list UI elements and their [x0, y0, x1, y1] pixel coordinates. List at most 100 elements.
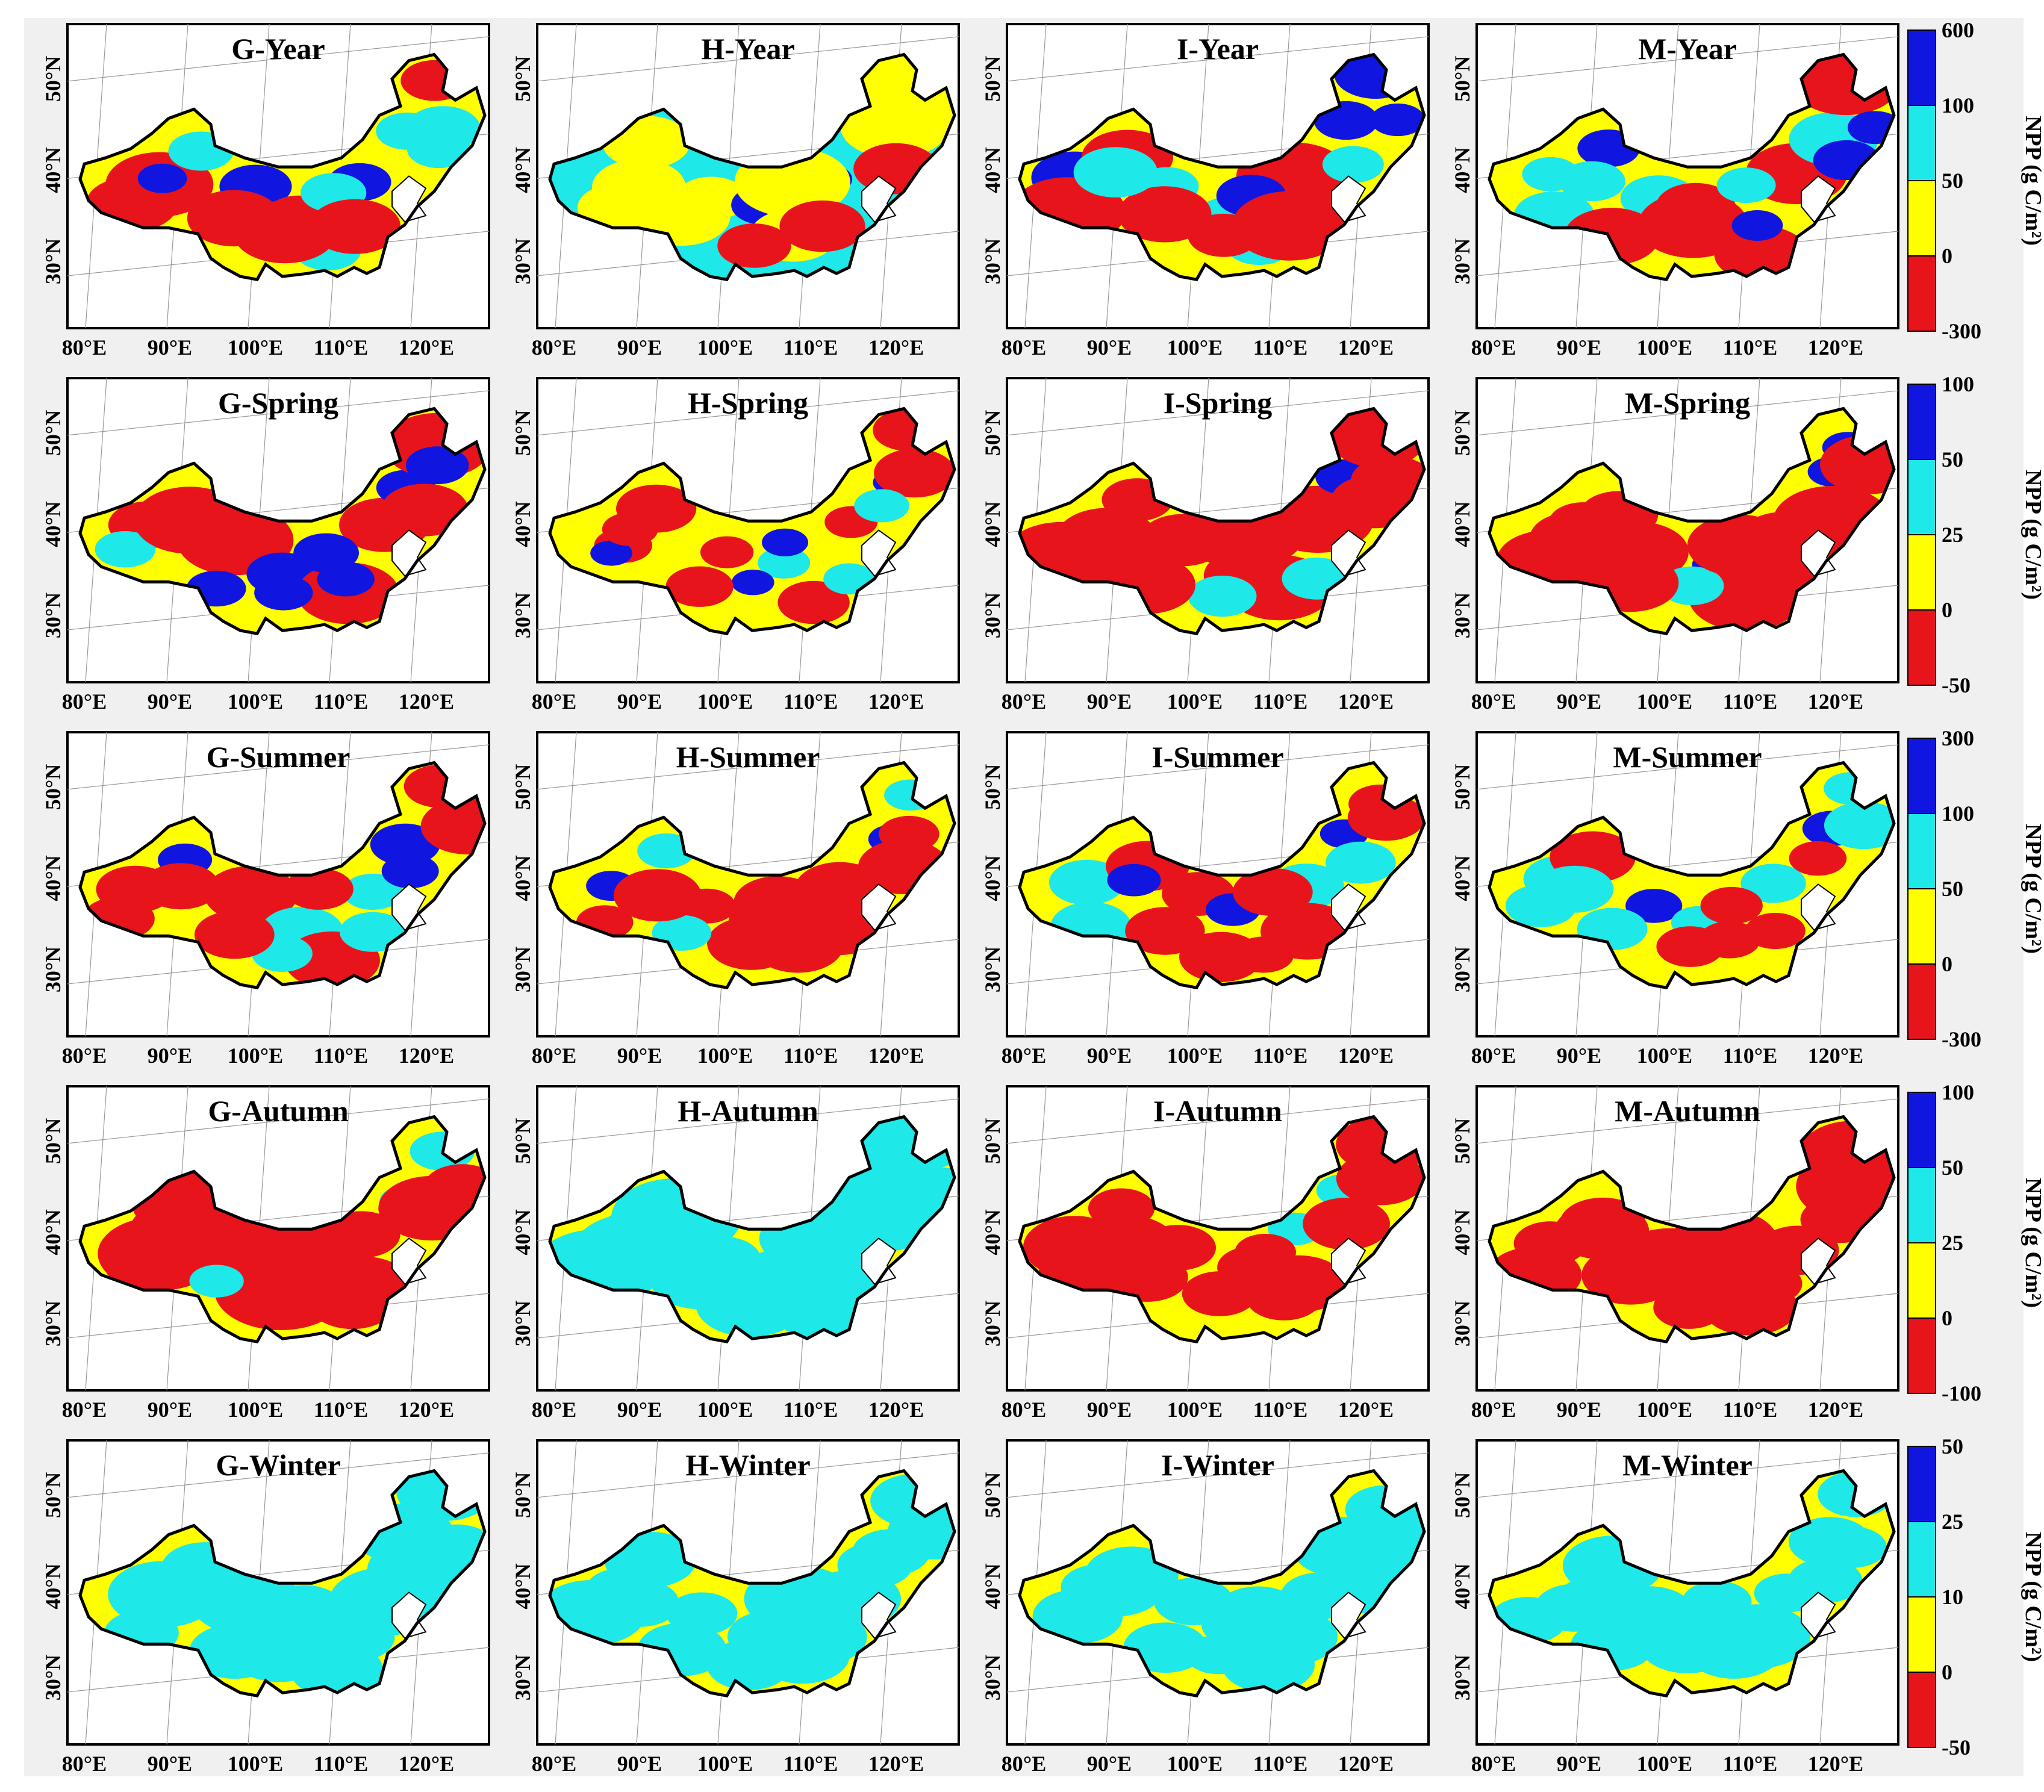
lon-label: 90°E — [617, 1044, 662, 1068]
lat-label: 30°N — [511, 593, 535, 638]
npp-class-patch — [851, 1205, 927, 1251]
colorbar-tick: 0 — [1942, 952, 1952, 976]
lat-label: 50°N — [41, 56, 65, 102]
colorbar-segment — [1907, 1167, 1936, 1243]
lat-label: 40°N — [41, 1209, 65, 1255]
npp-class-patch — [1056, 508, 1158, 569]
npp-class-patch — [1703, 1604, 1811, 1669]
lon-label: 90°E — [617, 335, 662, 359]
parallel-line — [67, 1098, 490, 1144]
lon-label: 100°E — [228, 1398, 283, 1422]
npp-class-patch — [1322, 146, 1384, 183]
lon-label: 110°E — [1723, 1398, 1777, 1422]
lon-label: 110°E — [784, 1044, 838, 1068]
lat-label: 50°N — [41, 1118, 65, 1164]
lon-label: 120°E — [1808, 689, 1863, 714]
colorbar-tick: 0 — [1942, 598, 1952, 622]
npp-class-patch — [1625, 889, 1683, 923]
lon-label: 80°E — [1471, 689, 1516, 714]
lon-label: 100°E — [228, 335, 283, 359]
npp-class-patch — [707, 916, 796, 970]
npp-class-patch — [613, 869, 702, 922]
lon-label: 90°E — [1087, 1752, 1132, 1776]
lon-label: 120°E — [868, 1044, 924, 1068]
parallel-line — [537, 1098, 959, 1144]
npp-class-patch — [1188, 576, 1257, 617]
npp-class-patch — [1740, 863, 1806, 903]
npp-class-patch — [420, 798, 485, 855]
lon-label: 100°E — [697, 1752, 753, 1776]
parallel-line — [1476, 1452, 1899, 1498]
map-panel-g-spring: G-Spring 50°N 40°N 30°N 80°E 90°E 100°E 110°E 12… — [41, 377, 490, 714]
bohai-sea — [1801, 175, 1836, 223]
panel-title: I-Spring — [1164, 386, 1273, 420]
panel-title: M-Winter — [1622, 1448, 1753, 1482]
npp-class-patch — [189, 1265, 244, 1298]
npp-class-patch — [1818, 1526, 1887, 1568]
region-boundary — [548, 1469, 956, 1697]
npp-class-patch — [381, 484, 469, 537]
npp-class-patch — [758, 547, 811, 579]
parallel-line — [1006, 744, 1429, 790]
bohai-sea — [1331, 1591, 1366, 1639]
lat-label: 50°N — [511, 1118, 535, 1164]
lat-label: 50°N — [41, 410, 65, 456]
npp-class-patch — [1326, 841, 1396, 884]
lat-label: 40°N — [41, 501, 65, 547]
lon-label: 110°E — [314, 689, 368, 714]
npp-class-patch — [602, 512, 658, 546]
npp-class-patch — [777, 1610, 867, 1664]
lat-label: 40°N — [980, 501, 1005, 547]
colorbar-segment — [1907, 888, 1936, 965]
npp-class-patch — [1581, 1246, 1680, 1305]
npp-class-patch — [1073, 1215, 1177, 1278]
lon-label: 90°E — [1087, 1398, 1132, 1422]
npp-class-patch — [1179, 932, 1263, 982]
bohai-sea — [1331, 883, 1366, 931]
panel-title: M-Year — [1638, 32, 1737, 66]
panel-title: I-Autumn — [1153, 1094, 1282, 1128]
lat-label: 40°N — [41, 855, 65, 901]
bohai-sea — [861, 175, 897, 223]
npp-class-patch — [204, 866, 298, 922]
npp-class-patch — [1125, 907, 1205, 955]
npp-class-patch — [1347, 794, 1424, 841]
lat-label: 40°N — [980, 855, 1005, 901]
npp-class-patch — [407, 129, 471, 169]
lon-label: 120°E — [868, 1752, 924, 1776]
lon-label: 80°E — [62, 689, 107, 714]
region-boundary — [548, 406, 956, 635]
lon-label: 100°E — [697, 1398, 753, 1422]
npp-class-patch — [1637, 191, 1748, 258]
npp-class-patch — [1788, 1558, 1863, 1603]
lon-label: 100°E — [1637, 1044, 1692, 1068]
npp-class-patch — [405, 446, 469, 485]
npp-class-patch — [108, 1561, 219, 1628]
colorbar-spring: 100 50 25 0 -50 NPP (g C/m²) — [1907, 372, 2044, 697]
bohai-sea — [1331, 1237, 1366, 1285]
bohai-sea — [391, 529, 427, 577]
colorbar-tick: 10 — [1942, 1585, 1963, 1609]
panel-title: H-Summer — [676, 740, 820, 774]
lat-label: 40°N — [511, 1209, 535, 1255]
lon-label: 100°E — [1167, 1398, 1223, 1422]
region-boundary — [78, 52, 487, 281]
colorbar-label: NPP (g C/m²) — [2021, 116, 2044, 246]
colorbar-summer: 300 100 50 0 -300 NPP (g C/m²) — [1907, 726, 2044, 1051]
lon-label: 110°E — [784, 335, 838, 359]
bohai-sea — [861, 529, 897, 577]
npp-class-patch — [777, 580, 850, 624]
lat-label: 50°N — [980, 1118, 1005, 1164]
parallel-line — [1006, 36, 1429, 82]
region-boundary — [1018, 761, 1426, 989]
lat-label: 50°N — [511, 410, 535, 456]
lat-label: 40°N — [1450, 147, 1474, 193]
lat-label: 30°N — [980, 593, 1005, 638]
colorbar-tick: 0 — [1942, 244, 1952, 268]
colorbar-segment — [1907, 1242, 1936, 1319]
parallel-line — [67, 744, 490, 790]
region-boundary — [1018, 52, 1426, 281]
lat-label: 50°N — [1450, 764, 1474, 810]
bohai-sea — [1331, 529, 1366, 577]
colorbar-segment — [1907, 534, 1936, 611]
